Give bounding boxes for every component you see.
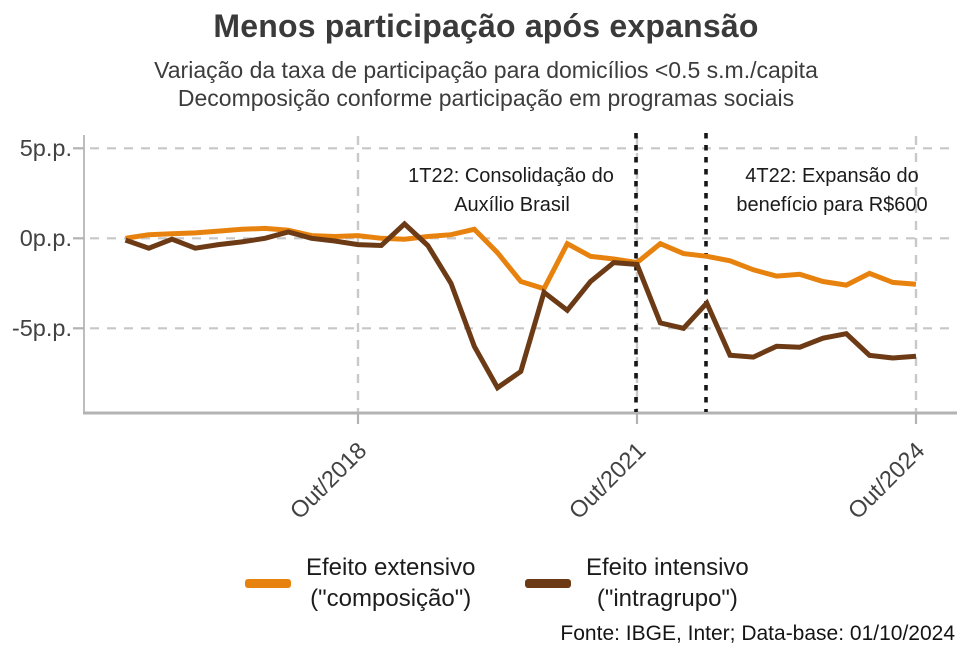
chart-subtitle-line1: Variação da taxa de participação para do… bbox=[154, 57, 818, 83]
legend-intensivo-line2: ("intragrupo") bbox=[596, 585, 738, 612]
source-note: Fonte: IBGE, Inter; Data-base: 01/10/202… bbox=[560, 622, 955, 645]
x-tick-label-out2018: Out/2018 bbox=[285, 437, 372, 524]
gridlines bbox=[90, 136, 956, 413]
legend-extensivo-line2: ("composição") bbox=[310, 585, 472, 612]
legend-item-intensivo: Efeito intensivo ("intragrupo") bbox=[525, 552, 749, 614]
legend-label-intensivo: Efeito intensivo ("intragrupo") bbox=[586, 552, 749, 614]
legend-swatch-extensivo bbox=[245, 578, 291, 588]
header: Menos participação após expansão Variaçã… bbox=[0, 0, 972, 112]
chart-title: Menos participação após expansão bbox=[213, 8, 759, 44]
legend: Efeito extensivo ("composição") Efeito i… bbox=[0, 552, 972, 622]
legend-intensivo-line1: Efeito intensivo bbox=[586, 554, 749, 581]
annotation-4t22-line1: 4T22: Expansão do bbox=[745, 165, 918, 187]
series-extensivo-line bbox=[125, 225, 917, 292]
axes bbox=[73, 135, 957, 424]
legend-extensivo-line1: Efeito extensivo bbox=[306, 554, 476, 581]
legend-label-extensivo: Efeito extensivo ("composição") bbox=[306, 552, 475, 614]
y-tick-label-minus5pp: -5p.p. bbox=[12, 315, 72, 341]
y-tick-label-5pp: 5p.p. bbox=[20, 135, 72, 161]
x-tick-label-out2024: Out/2024 bbox=[843, 437, 930, 524]
line-chart: 5p.p. 0p.p. -5p.p. Out/2018 Out/2021 Out… bbox=[12, 133, 957, 524]
legend-swatch-intensivo bbox=[525, 578, 571, 588]
series-intensivo-line bbox=[124, 220, 917, 392]
chart-subtitle-line2: Decomposição conforme participação em pr… bbox=[177, 85, 795, 111]
annotation-1t22-line2: Auxílio Brasil bbox=[454, 194, 570, 216]
legend-item-extensivo: Efeito extensivo ("composição") bbox=[245, 552, 475, 614]
y-tick-label-0pp: 0p.p. bbox=[20, 225, 72, 251]
annotation-1t22-line1: 1T22: Consolidação do bbox=[408, 165, 614, 187]
x-tick-label-out2021: Out/2021 bbox=[564, 437, 651, 524]
annotation-4t22-line2: benefício para R$600 bbox=[736, 194, 927, 216]
